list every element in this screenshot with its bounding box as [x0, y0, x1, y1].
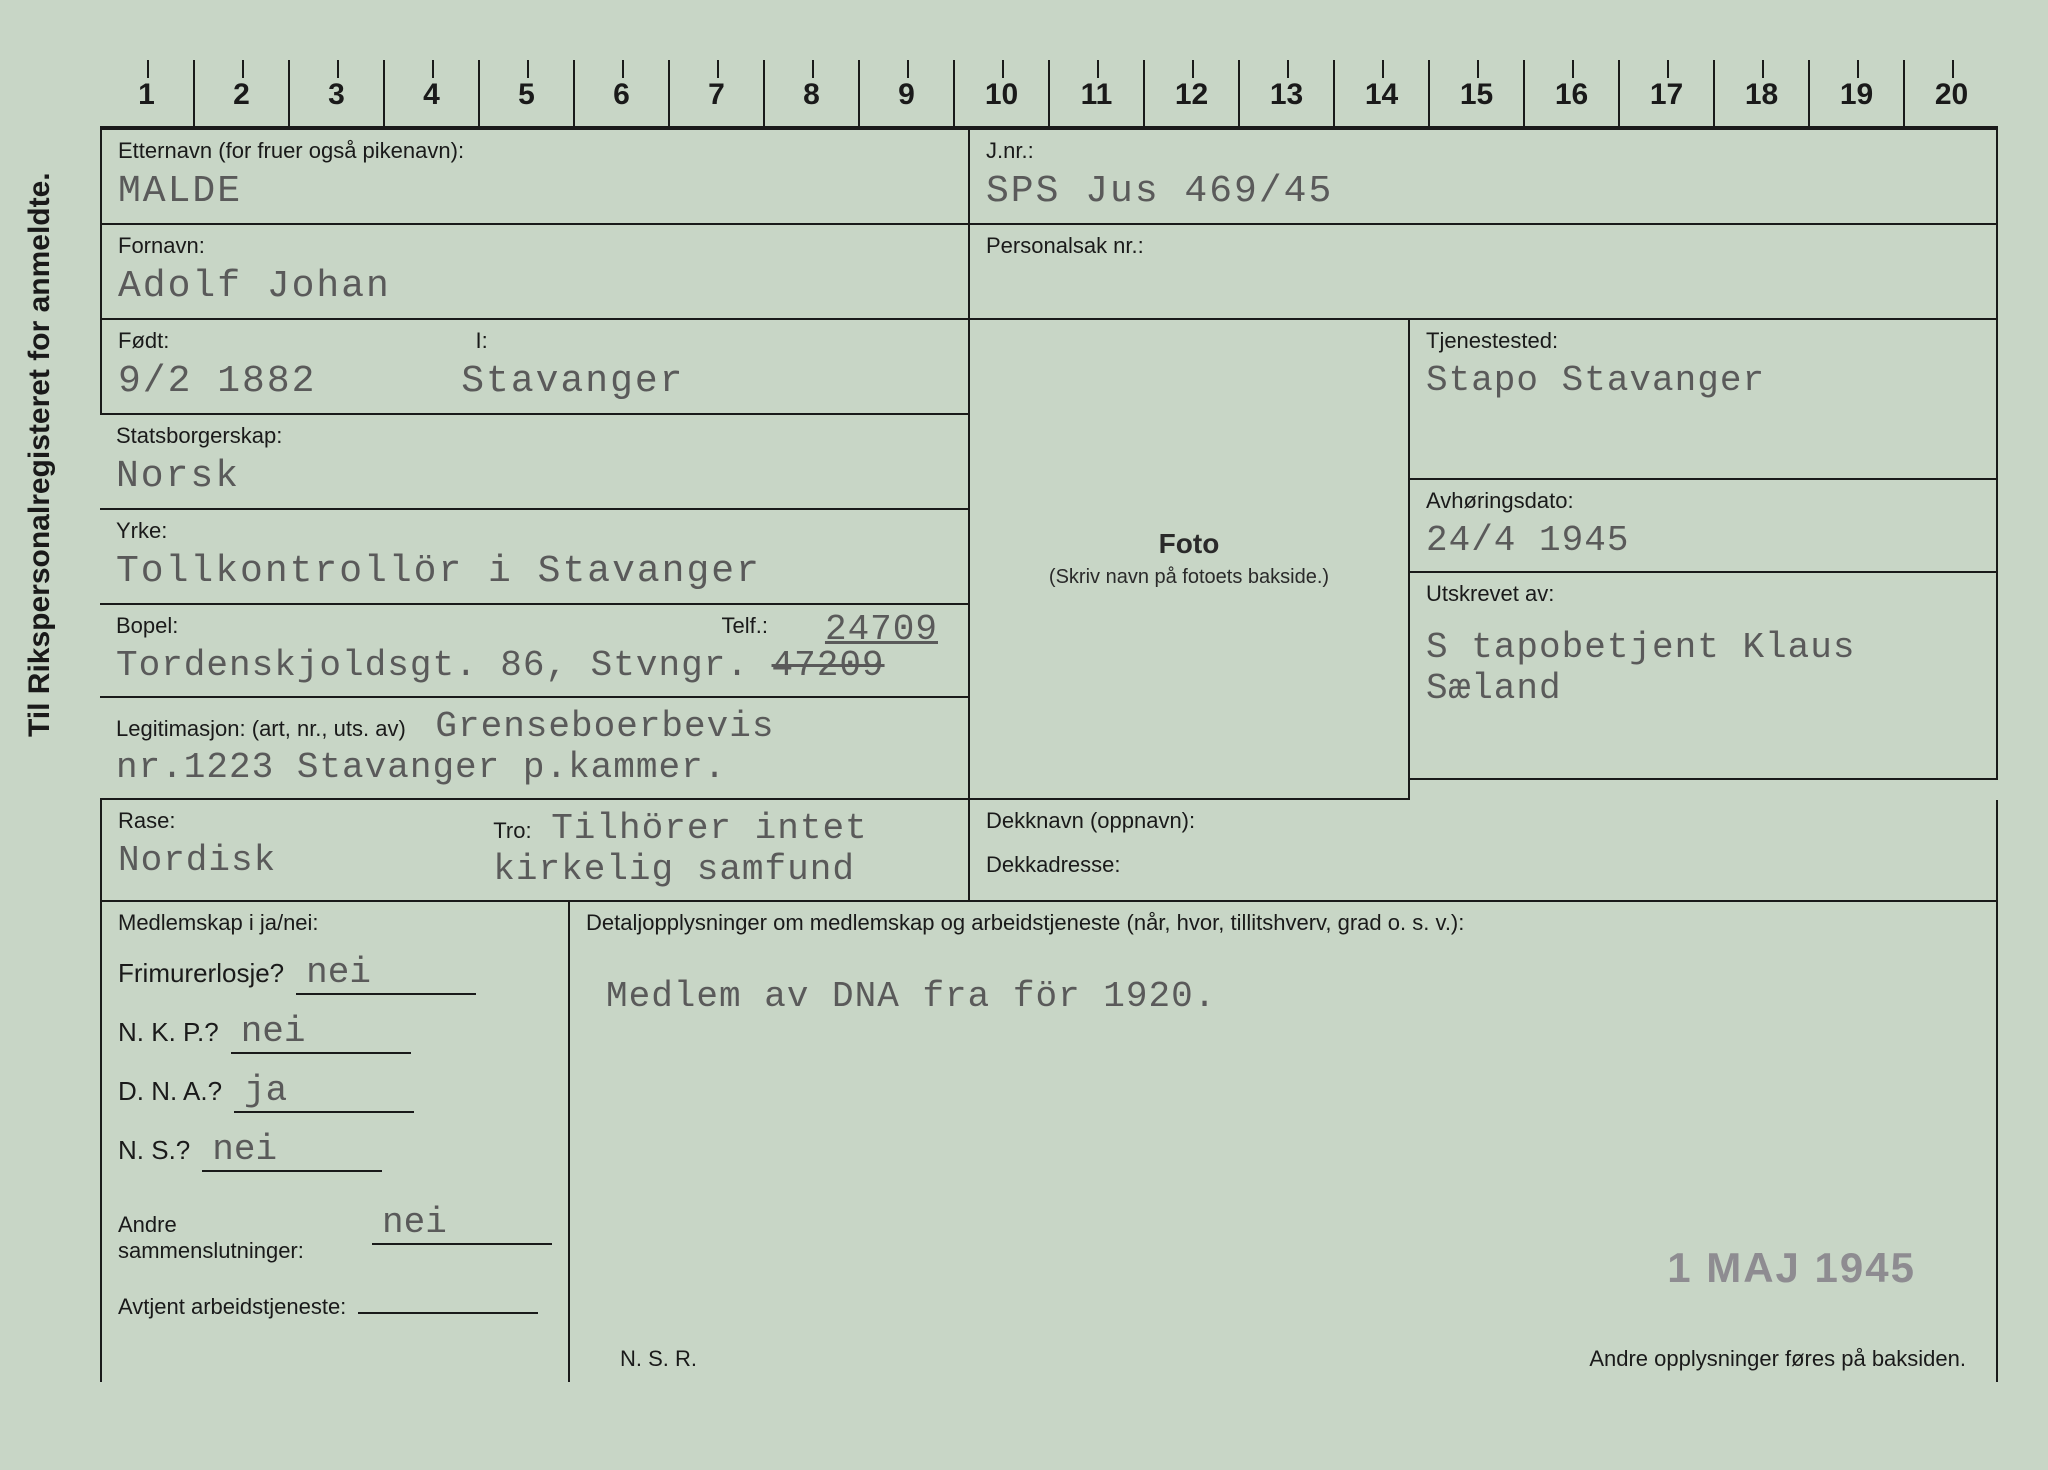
ruler-tick: 20	[1903, 60, 1998, 126]
field-dekknavn: Dekknavn (oppnavn): Dekkadresse:	[970, 800, 1998, 902]
registration-card: 1 2 3 4 5 6 7 8 9 10 11 12 13 14 15 16 1…	[100, 60, 1998, 1430]
field-personalsak: Personalsak nr.:	[970, 225, 1998, 320]
ruler-tick: 6	[573, 60, 668, 126]
value-dna: ja	[234, 1070, 414, 1113]
ruler-tick: 13	[1238, 60, 1333, 126]
field-legitimasjon: Legitimasjon: (art, nr., uts. av) Grense…	[100, 698, 970, 800]
value-tro: Tilhörer intet kirkelig samfund	[493, 808, 867, 890]
value-avhoringsdato: 24/4 1945	[1426, 520, 1629, 561]
ruler-tick: 11	[1048, 60, 1143, 126]
ruler-tick: 12	[1143, 60, 1238, 126]
row-frimurer: Frimurerlosje? nei	[118, 952, 552, 995]
label-personalsak: Personalsak nr.:	[986, 233, 1980, 259]
label-dekknavn: Dekknavn (oppnavn):	[986, 808, 1980, 834]
value-utskrevet: S tapobetjent Klaus Sæland	[1426, 627, 1980, 709]
field-jnr: J.nr.: SPS Jus 469/45	[970, 130, 1998, 225]
foto-box: Foto (Skriv navn på fotoets bakside.)	[970, 320, 1410, 800]
label-tjenestested: Tjenestested:	[1426, 328, 1980, 354]
ruler-tick: 4	[383, 60, 478, 126]
field-utskrevet: Utskrevet av: S tapobetjent Klaus Sæland	[1410, 573, 1998, 780]
value-jnr: SPS Jus 469/45	[986, 170, 1333, 213]
foto-subtitle: (Skriv navn på fotoets bakside.)	[1049, 566, 1329, 589]
row-andre: Andre sammenslutninger: nei	[118, 1202, 552, 1264]
ruler-tick: 5	[478, 60, 573, 126]
field-statsborgerskap: Statsborgerskap: Norsk	[100, 415, 970, 510]
field-bopel: Bopel: Telf.: 24709 Tordenskjoldsgt. 86,…	[100, 605, 970, 698]
foto-title: Foto	[1159, 528, 1220, 560]
row-ns: N. S.? nei	[118, 1129, 552, 1172]
value-frimurer: nei	[296, 952, 476, 995]
label-tro: Tro:	[493, 818, 531, 843]
value-nkp: nei	[231, 1011, 411, 1054]
ruler-tick: 8	[763, 60, 858, 126]
field-avhoringsdato: Avhøringsdato: 24/4 1945	[1410, 480, 1998, 573]
ruler-tick: 9	[858, 60, 953, 126]
value-telf: 24709	[825, 609, 938, 650]
ruler-tick: 1	[100, 60, 193, 126]
value-statsborgerskap: Norsk	[116, 455, 240, 498]
value-tjenestested: Stapo Stavanger	[1426, 360, 1765, 401]
label-dekkadresse: Dekkadresse:	[986, 852, 1980, 878]
value-avtjent	[358, 1312, 538, 1314]
ruler-tick: 17	[1618, 60, 1713, 126]
value-etternavn: MALDE	[118, 170, 242, 213]
row-dna: D. N. A.? ja	[118, 1070, 552, 1113]
ruler-tick: 3	[288, 60, 383, 126]
ruler-tick: 18	[1713, 60, 1808, 126]
label-bopel: Bopel: Telf.: 24709	[116, 613, 952, 639]
label-fornavn: Fornavn:	[118, 233, 952, 259]
value-bopel: Tordenskjoldsgt. 86, Stvngr. 47209	[116, 645, 885, 686]
field-etternavn: Etternavn (for fruer også pikenavn): MAL…	[100, 130, 970, 225]
value-fornavn: Adolf Johan	[118, 265, 391, 308]
ruler-tick: 2	[193, 60, 288, 126]
field-detalj: Detaljopplysninger om medlemskap og arbe…	[570, 902, 1998, 1382]
label-jnr: J.nr.:	[986, 138, 1980, 164]
ruler-tick: 16	[1523, 60, 1618, 126]
field-rase-tro: Rase: Nordisk Tro: Tilhörer intet kirkel…	[100, 800, 970, 902]
field-medlemskap: Medlemskap i ja/nei: Frimurerlosje? nei …	[100, 902, 570, 1382]
value-detalj: Medlem av DNA fra för 1920.	[606, 976, 1980, 1017]
value-yrke: Tollkontrollör i Stavanger	[116, 550, 761, 593]
date-stamp: 1 MAJ 1945	[1667, 1244, 1916, 1292]
value-ns: nei	[202, 1129, 382, 1172]
label-yrke: Yrke:	[116, 518, 952, 544]
field-yrke: Yrke: Tollkontrollör i Stavanger	[100, 510, 970, 605]
value-rase: Nordisk	[118, 840, 276, 881]
label-fodt: Født: I:	[118, 328, 952, 354]
row-avtjent: Avtjent arbeidstjeneste:	[118, 1294, 552, 1320]
ruler-tick: 7	[668, 60, 763, 126]
ruler: 1 2 3 4 5 6 7 8 9 10 11 12 13 14 15 16 1…	[100, 60, 1998, 130]
field-tjenestested: Tjenestested: Stapo Stavanger	[1410, 320, 1998, 480]
ruler-tick: 19	[1808, 60, 1903, 126]
label-detalj: Detaljopplysninger om medlemskap og arbe…	[586, 910, 1980, 936]
ruler-tick: 14	[1333, 60, 1428, 126]
field-fornavn: Fornavn: Adolf Johan	[100, 225, 970, 320]
value-fodt: 9/2 1882 Stavanger	[118, 360, 684, 403]
label-avhoringsdato: Avhøringsdato:	[1426, 488, 1980, 514]
ruler-tick: 15	[1428, 60, 1523, 126]
label-etternavn: Etternavn (for fruer også pikenavn):	[118, 138, 952, 164]
label-medlemskap: Medlemskap i ja/nei:	[118, 910, 552, 936]
sidebar-title: Til Rikspersonalregisteret for anmeldte.	[23, 172, 57, 737]
row-nkp: N. K. P.? nei	[118, 1011, 552, 1054]
label-rase: Rase:	[118, 808, 493, 834]
value-andre: nei	[372, 1202, 552, 1245]
field-fodt: Født: I: 9/2 1882 Stavanger	[100, 320, 970, 415]
label-legitimasjon: Legitimasjon: (art, nr., uts. av)	[116, 716, 406, 741]
ruler-tick: 10	[953, 60, 1048, 126]
label-statsborgerskap: Statsborgerskap:	[116, 423, 952, 449]
footer-baksiden: Andre opplysninger føres på baksiden.	[1589, 1346, 1966, 1372]
footer-nsr: N. S. R.	[620, 1346, 697, 1372]
label-utskrevet: Utskrevet av:	[1426, 581, 1980, 607]
